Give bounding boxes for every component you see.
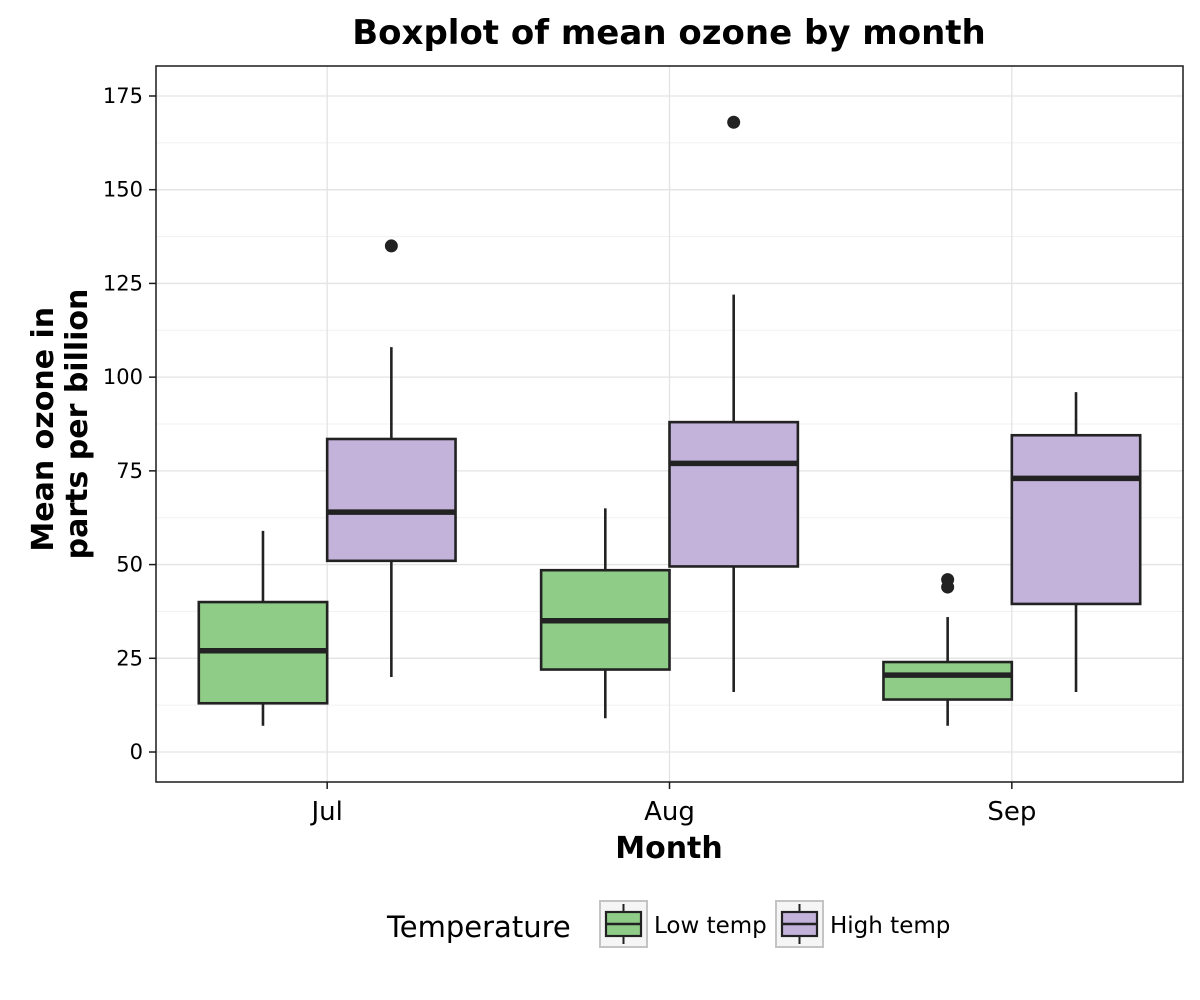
box-high-temp-sep (1010, 392, 1142, 693)
y-tick-label: 25 (116, 646, 143, 670)
legend: Temperature Low temp High temp (386, 900, 950, 948)
y-axis-title-line-1: Mean ozone in (26, 307, 61, 552)
box-low-temp-aug (539, 508, 671, 719)
box-high-temp-aug (668, 115, 800, 693)
y-axis-title-line-2: parts per billion (60, 289, 95, 560)
y-tick-label: 100 (103, 365, 143, 389)
legend-label: High temp (830, 913, 950, 939)
box-body (325, 437, 457, 563)
box-low-temp-sep (882, 573, 1014, 726)
box-body (1010, 433, 1142, 606)
y-tick-label: 50 (116, 553, 143, 577)
y-tick-label: 125 (103, 271, 143, 295)
box-low-temp-jul (197, 530, 329, 726)
outlier-point (384, 239, 398, 253)
legend-item-low-temp: Low temp (599, 900, 767, 948)
boxes (197, 115, 1142, 726)
y-axis-title: Mean ozone in parts per billion (26, 289, 95, 560)
y-tick-label: 175 (103, 84, 143, 108)
legend-items: Low temp High temp (599, 900, 950, 948)
y-axis: 0 25 50 75 100 125 150 175 (103, 84, 156, 764)
outlier-point (941, 573, 955, 587)
x-tick-label: Jul (309, 797, 342, 827)
chart-title: Boxplot of mean ozone by month (352, 13, 986, 53)
box-body (882, 660, 1014, 701)
y-tick-label: 0 (130, 740, 143, 764)
y-tick-label: 150 (103, 178, 143, 202)
outlier-point (727, 115, 741, 129)
x-tick-label: Aug (644, 797, 695, 827)
y-tick-label: 75 (116, 459, 143, 483)
legend-label: Low temp (654, 913, 767, 939)
legend-item-high-temp: High temp (775, 900, 950, 948)
box-high-temp-jul (325, 239, 457, 678)
box-body (668, 420, 800, 568)
x-axis-title: Month (615, 831, 723, 866)
legend-title: Temperature (386, 910, 571, 944)
x-tick-label: Sep (987, 797, 1036, 827)
x-axis: Jul Aug Sep (309, 782, 1036, 827)
